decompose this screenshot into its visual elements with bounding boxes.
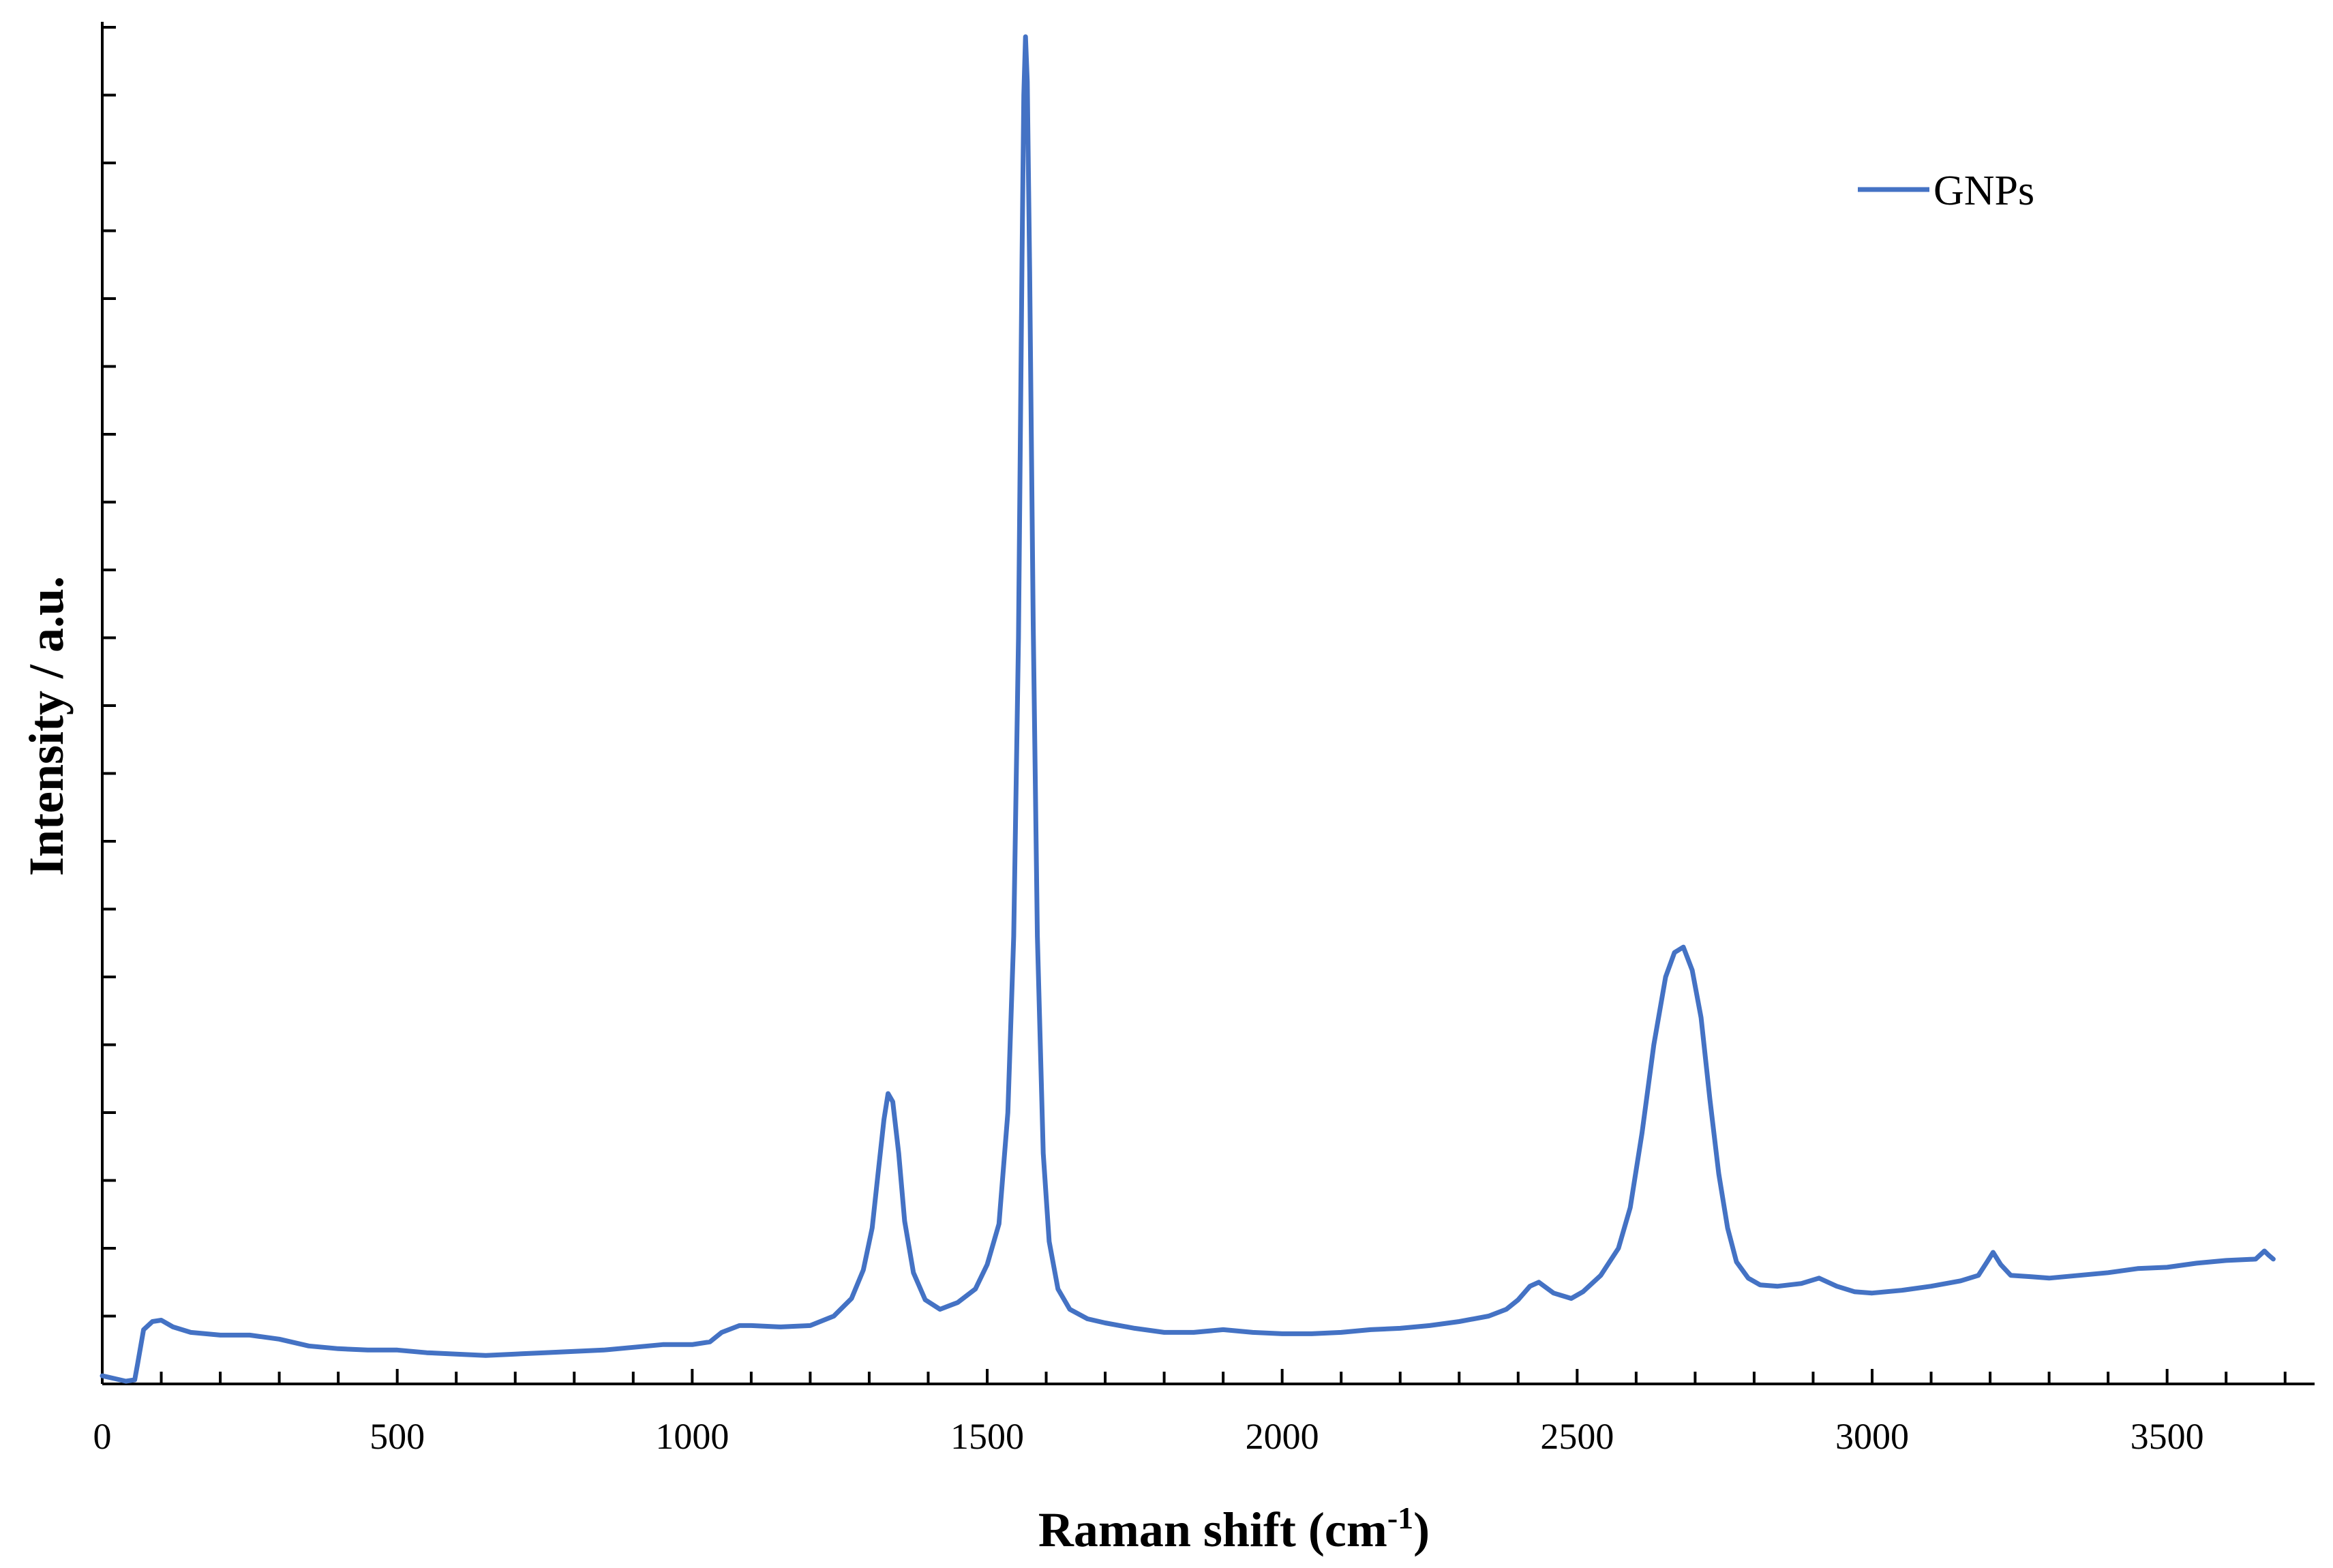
x-axis-title: Raman shift (cm-1) bbox=[1038, 1501, 1430, 1557]
x-axis-ticks bbox=[101, 1369, 2287, 1384]
x-tick-label: 1500 bbox=[950, 1416, 1024, 1457]
legend-label-gnps: GNPs bbox=[1933, 168, 2034, 214]
x-tick-label: 2000 bbox=[1246, 1416, 1319, 1457]
x-axis-title-superscript: -1 bbox=[1387, 1501, 1413, 1535]
x-axis-title-suffix: ) bbox=[1413, 1503, 1430, 1557]
x-axis-title-main: Raman shift (cm bbox=[1038, 1503, 1387, 1557]
x-tick-label: 3000 bbox=[1835, 1416, 1909, 1457]
x-axis-tick-labels: 0 500 1000 1500 2000 2500 3000 3500 bbox=[93, 1416, 2204, 1457]
x-tick-label: 0 bbox=[93, 1416, 112, 1457]
x-tick-label: 500 bbox=[370, 1416, 425, 1457]
x-tick-label: 3500 bbox=[2131, 1416, 2204, 1457]
x-tick-label: 1000 bbox=[655, 1416, 729, 1457]
legend: GNPs bbox=[1858, 168, 2034, 214]
series-line-gnps bbox=[100, 34, 2276, 1384]
y-axis-title: Intensity / a.u. bbox=[19, 576, 74, 876]
x-tick-label: 2500 bbox=[1540, 1416, 1614, 1457]
y-axis-ticks bbox=[102, 26, 116, 1385]
